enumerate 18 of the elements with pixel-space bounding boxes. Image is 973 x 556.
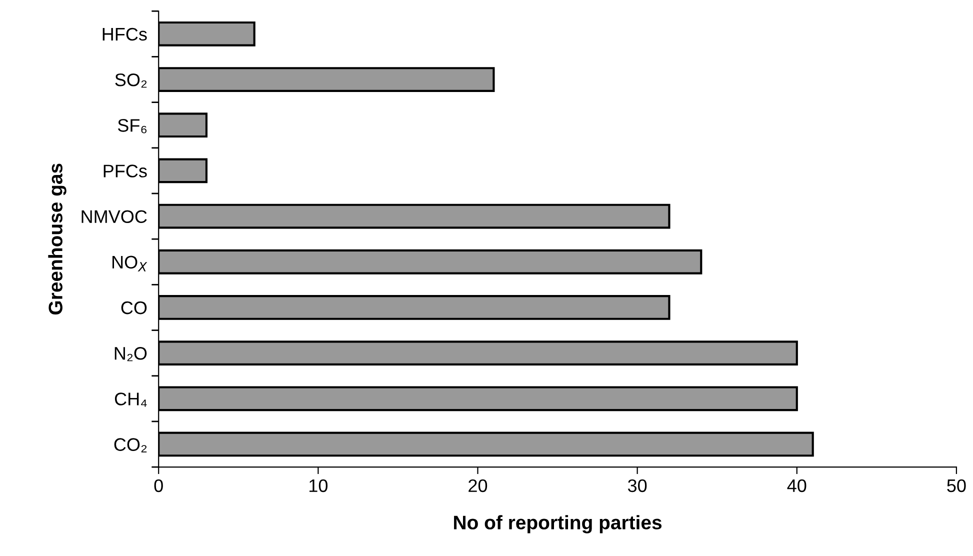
y-tick-label: N₂O <box>114 346 147 362</box>
y-tick-label: CH₄ <box>114 392 147 407</box>
y-tick-label: NO$_{X}$ <box>112 256 148 272</box>
y-tick-label: PFCs <box>104 164 147 178</box>
y-tick-label: NMVOC <box>82 210 147 224</box>
y-tick-label: SO₂ <box>115 73 147 88</box>
x-tick-label: 20 <box>468 479 488 492</box>
x-tick-label: 50 <box>947 479 966 492</box>
x-tick-label: 40 <box>787 479 806 492</box>
y-axis-title: Greenhouse gas <box>48 164 66 314</box>
x-tick-label: 30 <box>628 479 647 492</box>
y-tick-label: SF₆ <box>118 119 147 134</box>
y-tick-label: CO <box>121 301 147 314</box>
x-tick-label: 10 <box>310 479 328 492</box>
y-tick-label: CO₂ <box>114 438 147 452</box>
y-tick-label: HFCs <box>102 28 147 41</box>
x-tick-label: 0 <box>154 479 163 492</box>
x-axis-title: No of reporting parties <box>454 515 662 534</box>
